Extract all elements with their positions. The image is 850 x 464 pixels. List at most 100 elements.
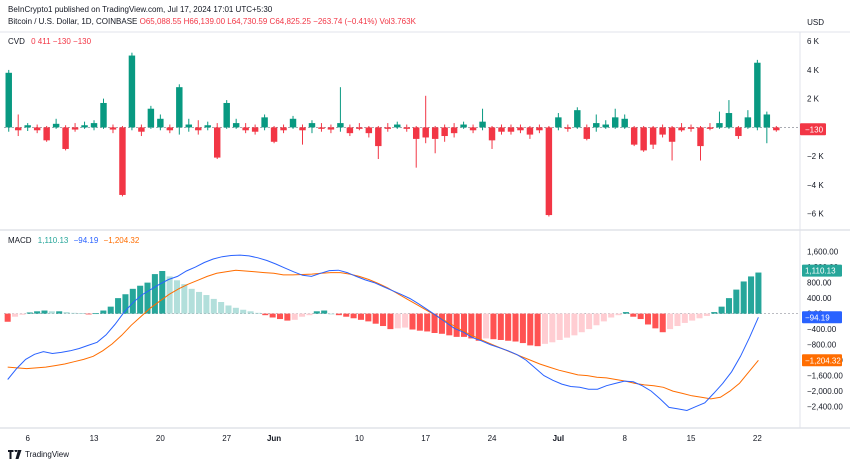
macd-y-tick-label: −1,600.00 bbox=[807, 372, 843, 381]
macd-histogram-bar bbox=[92, 313, 100, 315]
x-axis-tick-label: 22 bbox=[753, 434, 762, 443]
macd-legend[interactable]: MACD 1,110.13 −94.19 −1,204.32 bbox=[8, 236, 139, 245]
cvd-candle-body bbox=[621, 118, 628, 128]
macd-histogram-bar bbox=[232, 307, 239, 314]
tradingview-brand: TradingView bbox=[25, 450, 70, 459]
cvd-candle-body bbox=[431, 127, 439, 139]
x-axis-tick-label: 27 bbox=[222, 434, 231, 443]
tradingview-mark-icon bbox=[8, 450, 22, 459]
cvd-candle-body bbox=[81, 125, 88, 128]
cvd-candle-body bbox=[176, 87, 183, 128]
cvd-candle-body bbox=[545, 127, 553, 216]
publisher-line: BeInCrypto1 published on TradingView.com… bbox=[8, 5, 273, 14]
cvd-candle-body bbox=[147, 108, 155, 128]
tradingview-logo[interactable]: TradingView bbox=[8, 450, 69, 459]
cvd-candle-body bbox=[526, 127, 534, 135]
cvd-candle-body bbox=[337, 123, 344, 128]
cvd-y-tick-label: −6 K bbox=[807, 210, 824, 219]
macd-histogram-bar bbox=[262, 313, 269, 316]
macd-histogram-bar bbox=[402, 313, 409, 328]
cvd-candle-body bbox=[735, 127, 742, 137]
macd-histogram-bar bbox=[313, 311, 320, 314]
macd-histogram-bar bbox=[299, 313, 306, 317]
cvd-candle-body bbox=[687, 127, 695, 129]
macd-y-tick-label: 800.00 bbox=[807, 279, 832, 288]
cvd-candle-body bbox=[346, 127, 354, 134]
cvd-y-tick-label: −4 K bbox=[807, 181, 824, 190]
macd-histogram-bar bbox=[357, 313, 364, 320]
cvd-candle-body bbox=[223, 102, 230, 128]
macd-histogram-value-badge bbox=[802, 264, 842, 277]
open-value: O65,088.55 bbox=[139, 17, 182, 26]
macd-histogram-bar bbox=[490, 313, 497, 340]
cvd-candle-body bbox=[119, 127, 126, 195]
macd-histogram-bar bbox=[564, 313, 571, 338]
macd-histogram-bar bbox=[276, 313, 284, 320]
x-axis-tick-label: Jul bbox=[553, 434, 565, 443]
cvd-candle-body bbox=[441, 127, 448, 137]
macd-y-tick-label: 1,600.00 bbox=[807, 248, 839, 257]
macd-histogram-bar bbox=[107, 306, 114, 314]
cvd-candle-body bbox=[403, 127, 410, 129]
cvd-candle-body bbox=[232, 123, 240, 128]
cvd-last-value-label: −130 bbox=[805, 125, 824, 134]
cvd-candle-body bbox=[213, 127, 221, 158]
cvd-legend-values: 0 411 −130 −130 bbox=[31, 37, 92, 46]
cvd-candle-body bbox=[157, 118, 164, 128]
macd-histogram-bar bbox=[181, 284, 188, 314]
macd-histogram-bar bbox=[460, 313, 468, 337]
cvd-candle-body bbox=[384, 127, 392, 129]
x-axis-tick-label: 20 bbox=[156, 434, 165, 443]
macd-histogram-bar bbox=[541, 313, 548, 344]
cvd-candle-body bbox=[725, 113, 733, 128]
macd-histogram-bar bbox=[644, 313, 652, 325]
macd-histogram-bar bbox=[56, 311, 63, 314]
macd-histogram-bar bbox=[34, 311, 41, 314]
macd-histogram-bar bbox=[630, 313, 637, 317]
cvd-candle-body bbox=[678, 127, 685, 131]
macd-histogram-bar bbox=[755, 272, 762, 314]
macd-y-tick-label: −2,000.00 bbox=[807, 387, 843, 396]
macd-histogram-bar bbox=[608, 313, 615, 318]
cvd-legend[interactable]: CVD 0 411 −130 −130 bbox=[8, 37, 91, 46]
macd-histogram-bar bbox=[593, 313, 600, 326]
x-axis-tick-label: Jun bbox=[267, 434, 281, 443]
currency-label[interactable]: USD bbox=[807, 18, 824, 27]
cvd-candle-body bbox=[668, 127, 676, 142]
cvd-candle-body bbox=[52, 123, 60, 128]
macd-y-tick-label: −2,400.00 bbox=[807, 403, 843, 412]
macd-legend-histogram: 1,110.13 bbox=[37, 236, 69, 245]
macd-histogram-bar bbox=[512, 313, 519, 342]
cvd-candle-body bbox=[564, 127, 572, 129]
macd-histogram-bar bbox=[615, 313, 622, 316]
macd-histogram-bar bbox=[372, 313, 379, 324]
cvd-candle-body bbox=[498, 127, 505, 132]
macd-histogram-value-label: 1,110.13 bbox=[805, 267, 836, 276]
macd-histogram-bar bbox=[328, 313, 335, 315]
cvd-candle-body bbox=[469, 127, 477, 131]
macd-histogram-bar bbox=[519, 313, 526, 344]
macd-histogram-bar bbox=[483, 313, 490, 339]
cvd-candle-body bbox=[773, 127, 780, 131]
cvd-candle-body bbox=[204, 125, 211, 128]
cvd-candle-body bbox=[327, 127, 335, 130]
cvd-y-tick-label: −2 K bbox=[807, 152, 824, 161]
cvd-candle-body bbox=[270, 127, 278, 142]
macd-histogram-bar bbox=[144, 282, 151, 314]
cvd-candle-body bbox=[479, 121, 486, 128]
high-value: H66,139.00 bbox=[183, 17, 226, 26]
cvd-candle-body bbox=[109, 127, 117, 130]
macd-histogram-bar bbox=[475, 313, 482, 341]
macd-legend-signal: −1,204.32 bbox=[103, 236, 140, 245]
macd-histogram-bar bbox=[718, 306, 725, 314]
symbol-title: Bitcoin / U.S. Dollar, 1D, COINBASE bbox=[8, 17, 138, 26]
macd-histogram-bar bbox=[12, 313, 19, 317]
macd-histogram-bar bbox=[571, 313, 578, 336]
macd-histogram-bar bbox=[166, 276, 173, 314]
macd-histogram-bar bbox=[438, 313, 445, 334]
macd-histogram-bar bbox=[225, 305, 232, 314]
macd-histogram-bar bbox=[284, 313, 291, 321]
cvd-candle-body bbox=[754, 62, 761, 128]
low-value: L64,730.59 bbox=[227, 17, 268, 26]
